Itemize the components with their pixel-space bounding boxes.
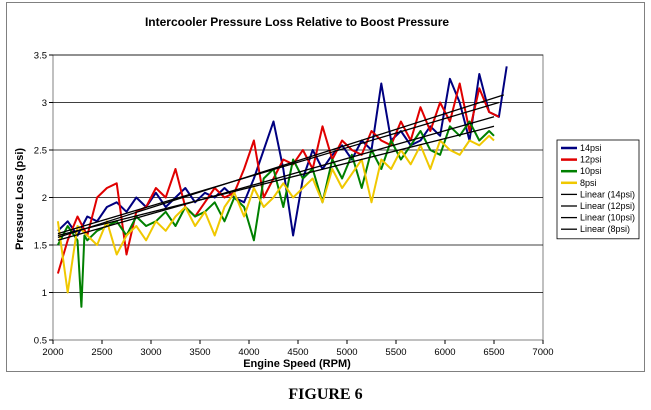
y-axis-title: Pressure Loss (psi) [14, 148, 26, 250]
chart-title: Intercooler Pressure Loss Relative to Bo… [145, 15, 449, 29]
legend-label: Linear (14psi) [580, 189, 635, 199]
series-line-linear-12psi [57, 101, 500, 235]
x-tick-label: 5000 [336, 347, 357, 358]
line-chart: Intercooler Pressure Loss Relative to Bo… [14, 15, 640, 370]
x-tick-label: 4500 [287, 347, 308, 358]
series-line-linear-14psi [57, 94, 504, 239]
x-tick-label: 6500 [483, 347, 504, 358]
x-tick-label: 5500 [385, 347, 406, 358]
x-axis-ticks: 2000 2500 3000 3500 4000 4500 5000 5500 6000 6500… [42, 340, 554, 358]
plot-area [52, 54, 544, 341]
series-group [56, 66, 508, 308]
x-tick-label: 2000 [42, 347, 63, 358]
figure-caption: FIGURE 6 [288, 386, 363, 403]
y-tick-label: 3 [42, 98, 47, 109]
x-tick-label: 2500 [91, 347, 112, 358]
y-tick-label: 2 [42, 193, 47, 204]
series-line-12psi [56, 82, 500, 274]
y-tick-label: 3.5 [34, 51, 47, 62]
y-tick-label: 0.5 [34, 336, 47, 347]
series-line-linear-8psi [57, 125, 495, 237]
series-line-10psi [57, 120, 495, 308]
x-tick-label: 6000 [434, 347, 455, 358]
x-axis-title: Engine Speed (RPM) [243, 358, 351, 370]
legend-label: Linear (10psi) [580, 213, 635, 223]
legend-label: 14psi [580, 143, 602, 153]
legend-label: Linear (8psi) [580, 224, 630, 234]
y-axis-ticks: 0.5 1 1.5 2 2.5 3 3.5 [34, 51, 53, 347]
legend-label: 10psi [580, 166, 602, 176]
series-line-linear-10psi [57, 116, 495, 241]
y-tick-label: 2.5 [34, 146, 47, 157]
series-line-14psi [57, 66, 508, 237]
legend-label: 8psi [580, 178, 597, 188]
legend-label: 12psi [580, 155, 602, 165]
chart-container: Intercooler Pressure Loss Relative to Bo… [6, 2, 645, 372]
legend-box [556, 139, 640, 240]
x-tick-label: 7000 [532, 347, 553, 358]
y-tick-label: 1 [42, 288, 47, 299]
x-tick-label: 3500 [189, 347, 210, 358]
legend-label: Linear (12psi) [580, 201, 635, 211]
series-line-8psi [56, 134, 495, 294]
x-tick-label: 4000 [238, 347, 259, 358]
x-tick-label: 3000 [140, 347, 161, 358]
y-tick-label: 1.5 [34, 241, 47, 252]
